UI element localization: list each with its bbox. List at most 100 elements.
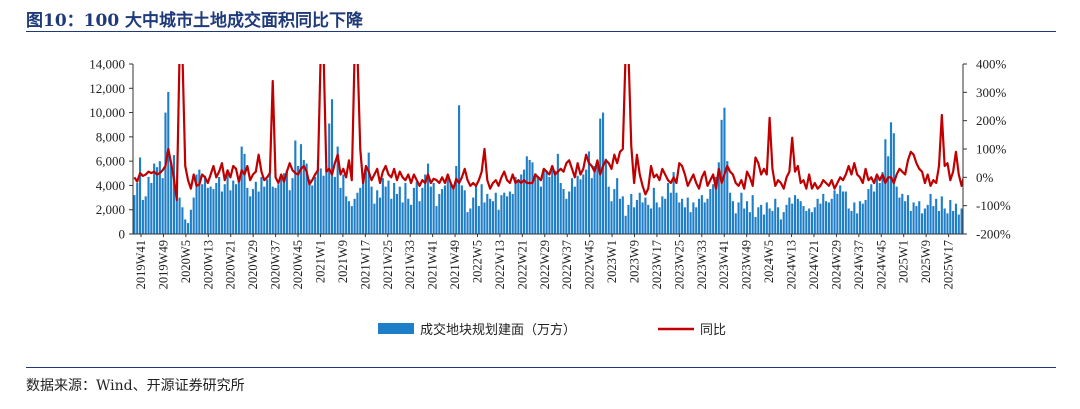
left-tick-label: 4,000 [96,178,125,193]
bar [455,166,458,234]
bar [768,208,771,234]
x-tick-label: 2022W37 [560,240,574,289]
bar [771,210,774,234]
bar [590,178,593,234]
bar [237,178,240,234]
bar [827,202,830,234]
bar [607,186,610,234]
bar [802,206,805,234]
bar [395,193,399,234]
legend: 成交地块规划建面（万方） 同比 [378,322,726,338]
bar [251,189,255,234]
bar [203,175,207,234]
bar [813,207,816,234]
bar [257,191,260,234]
x-tick-label: 2019W41 [134,240,148,289]
bar [508,191,511,234]
bar [150,183,153,234]
line-series [133,64,963,202]
bar [432,183,435,234]
bar [743,208,746,234]
bar [652,187,655,234]
bar [579,179,582,234]
bar [669,192,672,234]
bar [486,193,489,234]
bar [861,203,864,234]
bar [873,191,876,234]
x-tick-label: 2022W29 [538,240,552,289]
bar [904,201,907,234]
bar [921,213,924,234]
bar [542,168,545,234]
bar [556,153,559,234]
bar [601,112,605,234]
bar [819,203,822,234]
x-tick-label: 2021W41 [426,240,440,289]
bar [477,206,480,234]
bar [937,210,941,234]
bar [520,174,523,234]
right-tick-label: -100% [976,198,1011,213]
bar [429,186,432,234]
right-tick-label: -200% [976,227,1011,242]
bar [353,198,356,234]
bar [554,170,557,234]
bar [525,156,528,234]
x-tick-label: 2020W45 [291,240,305,289]
bar [280,175,283,234]
bar [497,209,500,234]
bar [381,178,384,234]
bar [901,193,904,234]
left-tick-label: 8,000 [96,129,125,144]
bar [141,200,144,234]
x-tick-label: 2022W21 [515,240,529,289]
bar [201,184,204,234]
bar [226,170,229,234]
x-tick-label: 2022W45 [583,240,597,289]
legend-line-label: 同比 [700,323,726,338]
bar [822,193,825,234]
bar [740,192,743,234]
bar [438,193,441,234]
bar [229,190,232,234]
yoy-line [133,64,963,202]
bar [534,173,537,234]
bar [531,162,534,234]
bar [551,166,554,234]
bar [155,167,159,234]
bar [260,176,263,234]
bar [847,208,850,234]
bar [522,169,526,234]
bar [856,213,859,234]
bar [384,186,387,234]
axes: 0 2,000 4,000 6,000 8,000 10,000 12,000 14,000 -… [89,57,1011,290]
bar [867,189,870,234]
bar [537,178,540,234]
bar [754,217,757,234]
bar [398,186,401,234]
bar [181,207,184,234]
bar [864,200,867,234]
bar [706,198,709,234]
bar [412,187,415,234]
bar [870,184,873,234]
legend-bar-label: 成交地块规划建面（万方） [420,322,576,338]
bar [139,157,142,234]
bar [703,202,706,234]
bar [774,198,777,234]
bar [215,183,218,234]
bar [277,184,280,234]
bar [943,208,946,234]
bar [935,198,938,234]
bar [844,191,847,234]
bar [198,169,201,234]
bar [830,198,833,234]
bar [218,176,221,234]
bar [220,191,223,234]
source-rule [26,367,1056,368]
bar [929,193,932,234]
bar [796,198,799,234]
bar [302,159,305,234]
bar [658,207,661,234]
